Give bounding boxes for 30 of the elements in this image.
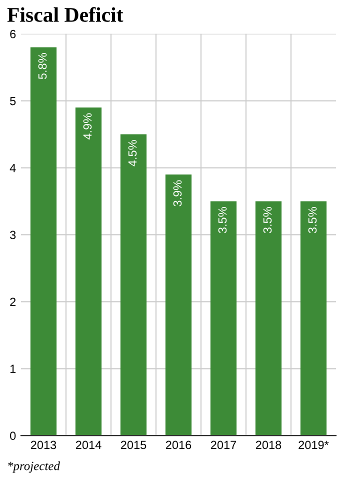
text: *projected: [8, 461, 60, 473]
data-label: 3.5%: [308, 207, 317, 234]
y-tick-label: 4: [10, 164, 16, 172]
bar: [165, 174, 192, 436]
x-tick-label: 2017: [210, 440, 236, 450]
y-tick-label: 2: [10, 298, 16, 306]
x-tick-label: 2013: [30, 440, 56, 450]
y-tick-label: 5: [10, 96, 16, 106]
bar: [210, 201, 237, 436]
data-label: 3.9%: [173, 180, 182, 206]
chart-title: Fiscal Deficit: [7, 7, 124, 22]
y-tick-label: 6: [10, 30, 16, 38]
bar: [30, 47, 57, 436]
x-tick-label: 2018: [256, 440, 282, 450]
data-label: 5.8%: [38, 53, 47, 80]
y-tick-label: 1: [10, 364, 16, 373]
data-label: 3.5%: [218, 207, 227, 234]
bar: [255, 201, 282, 436]
x-tick-label: 2019*: [298, 440, 329, 450]
data-label: 3.5%: [263, 207, 272, 234]
bar: [75, 108, 102, 436]
bar: [120, 134, 147, 436]
data-label: 4.9%: [83, 113, 92, 140]
y-tick-label: 3: [10, 230, 16, 240]
bar: [300, 201, 327, 436]
y-tick-label: 0: [10, 432, 16, 440]
x-tick-label: 2016: [166, 440, 192, 450]
x-tick-label: 2014: [76, 440, 102, 450]
x-tick-label: 2015: [120, 440, 146, 450]
data-label: 4.5%: [128, 140, 137, 166]
